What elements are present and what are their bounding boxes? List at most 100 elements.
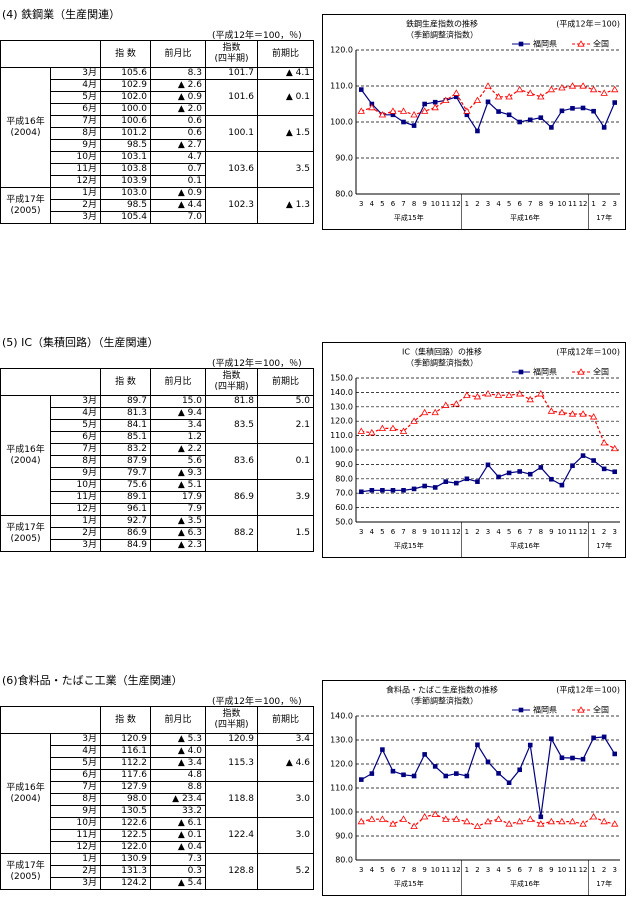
data-point [401, 119, 406, 125]
index-cell: 131.3 [100, 865, 151, 878]
data-point [473, 822, 482, 829]
change-cell: ▲ 2.7 [150, 139, 206, 152]
data-point [527, 117, 533, 123]
quarter-change-cell: ▲ 0.1 [257, 79, 314, 116]
data-point [589, 413, 598, 420]
month-cell: 4月 [50, 745, 101, 758]
year-label: 平成17年 [6, 522, 45, 533]
data-point [589, 812, 598, 820]
year-label: 平成16年 [6, 444, 45, 455]
data-table: 指 数前月比 指数 (四半期) 前期比 平成16年 (2004) 3月 105.6 8.3 101… [0, 40, 314, 224]
month-cell: 10月 [50, 151, 101, 164]
header-line: (四半期) [214, 720, 249, 730]
data-point [568, 817, 577, 825]
data-row: 6月 117.6 4.8 [1, 769, 314, 782]
month-cell: 9月 [50, 805, 101, 818]
data-point [357, 107, 365, 114]
change-cell: 1.2 [150, 431, 206, 444]
data-point [357, 427, 365, 434]
quarter-index-cell: 86.9 [205, 479, 258, 516]
change-cell: ▲ 2.2 [150, 443, 206, 456]
data-row: 平成16年 (2004) 3月 89.7 15.0 81.8 5.0 [0, 395, 314, 516]
data-point [591, 735, 596, 741]
legend-marker [518, 41, 524, 47]
month-cell: 7月 [50, 443, 101, 456]
index-cell: 112.2 [100, 757, 151, 770]
data-point [401, 772, 406, 778]
x-tick-label: 7 [528, 866, 532, 874]
data-table: 指 数前月比 指数 (四半期) 前期比 平成16年 (2004) 3月 120.9 ▲ 5.3 1… [0, 706, 314, 890]
month-cell: 9月 [50, 139, 101, 152]
data-point [463, 391, 471, 398]
change-cell: ▲ 9.4 [150, 407, 206, 420]
chart-subtitle: （季節調整済指数） [406, 696, 478, 706]
x-tick-label: 4 [370, 528, 375, 536]
data-point [454, 771, 459, 776]
year-label: 平成15年 [394, 541, 424, 550]
section-title: (5) IC（集積回路）（生産関連） [2, 336, 159, 349]
data-point [505, 820, 513, 827]
index-cell: 84.1 [100, 419, 151, 432]
month-cell: 8月 [50, 455, 101, 468]
change-cell: 15.0 [150, 395, 206, 408]
change-cell: 0.7 [150, 163, 206, 176]
data-row: 平成17年 (2005) 1月 103.0 ▲ 0.9 102.3 ▲ 1.3 [0, 187, 314, 224]
year-label: 平成16年 [6, 782, 45, 793]
change-cell: 4.8 [150, 769, 206, 782]
header-line: (四半期) [214, 382, 249, 392]
legend-marker [518, 369, 524, 375]
legend-marker [577, 40, 585, 47]
quarter-change-cell: 3.0 [257, 817, 314, 854]
year-label: 平成16年 [510, 213, 540, 222]
x-tick-label: 7 [528, 528, 532, 536]
data-row: 平成17年 (2005) 1月 130.9 7.3 128.8 5.2 [0, 853, 314, 890]
x-tick-label: 3 [486, 866, 490, 874]
change-cell: ▲ 2.3 [150, 539, 206, 552]
data-row: 10月 103.1 4.7 103.6 3.5 [1, 151, 314, 188]
year-sub: (2005) [10, 533, 41, 544]
data-point [475, 742, 480, 748]
quarter-index-cell: 83.6 [205, 443, 258, 480]
x-tick-label: 2 [475, 866, 479, 874]
data-point [568, 82, 577, 89]
header-cell: 指 数 [100, 40, 151, 68]
data-row: 7月 100.6 0.6 100.1 ▲ 1.5 [1, 115, 314, 152]
quarter-change-cell: 3.0 [257, 781, 314, 818]
year-cell: 平成16年 (2004) [0, 395, 51, 516]
data-point [496, 771, 501, 776]
x-tick-label: 11 [441, 528, 450, 536]
data-point [452, 89, 461, 96]
x-tick-label: 10 [431, 866, 440, 874]
legend-label: 福岡県 [533, 368, 557, 377]
header-line: 指数 [222, 371, 241, 381]
data-point [527, 742, 533, 748]
x-tick-label: 3 [359, 866, 363, 874]
data-point [380, 747, 385, 752]
index-cell: 105.4 [100, 211, 151, 224]
header-blank [0, 40, 101, 68]
year-sub: (2005) [10, 205, 41, 216]
change-cell: ▲ 5.1 [150, 479, 206, 492]
header-row: 指 数前月比 指数 (四半期) 前期比 [0, 40, 314, 68]
index-cell: 75.6 [100, 479, 151, 492]
year-sub: (2004) [10, 793, 41, 804]
data-point [410, 110, 418, 118]
data-point [357, 817, 365, 825]
data-row: 2月 86.9 ▲ 6.3 [1, 527, 314, 540]
change-cell: 0.3 [150, 865, 206, 878]
data-point [442, 401, 450, 408]
index-cell: 122.0 [100, 841, 151, 854]
x-tick-label: 9 [422, 200, 426, 208]
data-point [401, 488, 406, 493]
index-cell: 100.6 [100, 115, 151, 128]
header-line: (四半期) [214, 54, 249, 64]
x-tick-label: 12 [579, 528, 588, 536]
index-cell: 117.6 [100, 769, 151, 782]
x-tick-label: 12 [452, 866, 461, 874]
x-tick-label: 10 [557, 528, 566, 536]
x-tick-label: 12 [579, 866, 588, 874]
data-row: 5月 84.1 3.4 [1, 419, 314, 432]
data-point [452, 815, 461, 822]
header-cell: 前月比 [150, 40, 206, 68]
index-cell: 79.7 [100, 467, 151, 480]
